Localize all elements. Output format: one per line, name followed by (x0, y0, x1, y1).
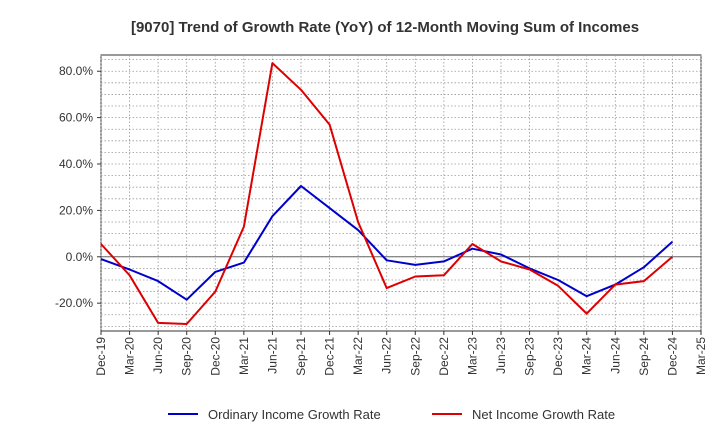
y-tick-label: 60.0% (59, 111, 93, 125)
x-tick-label: Mar-23 (465, 337, 479, 375)
y-tick-label: -20.0% (55, 296, 93, 310)
x-tick-label: Jun-24 (608, 337, 622, 374)
series-group (100, 62, 674, 325)
x-tick-label: Sep-22 (408, 337, 422, 376)
legend: Ordinary Income Growth Rate Net Income Gr… (168, 407, 615, 422)
x-tick-label: Sep-20 (180, 337, 194, 376)
y-tick-label: 0.0% (66, 250, 94, 264)
x-tick-label: Dec-19 (94, 337, 108, 376)
x-tick-label: Jun-23 (494, 337, 508, 374)
x-tick-label: Sep-23 (523, 337, 537, 376)
legend-label-1: Ordinary Income Growth Rate (208, 407, 381, 422)
x-tick-label: Dec-23 (551, 337, 565, 376)
x-tick-label: Sep-21 (294, 337, 308, 376)
x-tick-label: Mar-21 (237, 337, 251, 375)
x-tick-label: Mar-22 (351, 337, 365, 375)
x-tick-label: Mar-24 (580, 337, 594, 375)
series-line-2 (100, 62, 674, 325)
y-tick-label: 20.0% (59, 203, 93, 217)
chart-title: [9070] Trend of Growth Rate (YoY) of 12-… (131, 19, 639, 36)
x-axis: Dec-19 Mar-20 Jun-20 Sep-20 Dec-20 Mar-21 Jun-… (94, 331, 708, 376)
x-tick-label: Mar-25 (694, 337, 708, 375)
x-tick-label: Dec-22 (437, 337, 451, 376)
gridlines (100, 55, 702, 331)
x-tick-label: Jun-22 (380, 337, 394, 374)
x-tick-label: Jun-21 (265, 337, 279, 374)
y-tick-label: 40.0% (59, 157, 93, 171)
x-tick-label: Dec-24 (665, 337, 679, 376)
legend-label-2: Net Income Growth Rate (472, 407, 615, 422)
x-tick-label: Mar-20 (123, 337, 137, 375)
x-tick-label: Dec-21 (323, 337, 337, 376)
x-tick-label: Jun-20 (151, 337, 165, 374)
x-tick-label: Sep-24 (637, 337, 651, 376)
series-line-1 (100, 185, 674, 301)
x-tick-label: Dec-20 (208, 337, 222, 376)
y-axis: -20.0% 0.0% 20.0% 40.0% 60.0% 80.0% (55, 64, 101, 310)
y-tick-label: 80.0% (59, 64, 93, 78)
